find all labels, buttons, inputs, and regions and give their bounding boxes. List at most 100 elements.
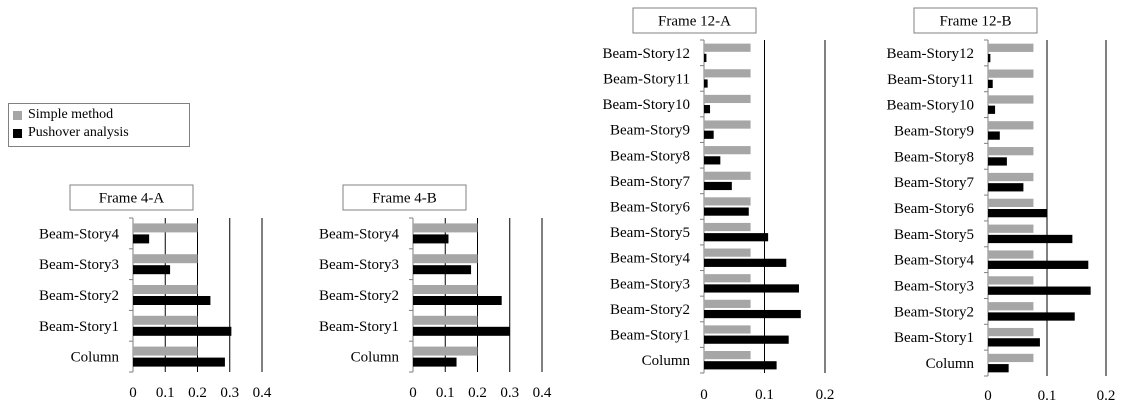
x-tick-label: 0.3	[220, 385, 239, 401]
bar-simple-method-beam-story9	[988, 121, 1034, 130]
x-tick-label: 0.1	[755, 387, 774, 403]
bar-simple-method-beam-story2	[413, 285, 478, 294]
bar-pushover-analysis-beam-story3	[133, 265, 171, 275]
bar-pushover-analysis-beam-story2	[413, 296, 502, 305]
category-label: Beam-Story6	[894, 201, 974, 217]
category-label: Beam-Story2	[319, 288, 399, 304]
bar-simple-method-beam-story5	[988, 224, 1034, 233]
bar-simple-method-beam-story12	[988, 43, 1034, 52]
chart-title-box	[69, 184, 194, 211]
x-tick-label: 0.2	[1097, 388, 1116, 404]
bar-simple-method-beam-story6	[988, 198, 1034, 207]
category-label: Beam-Story7	[894, 175, 974, 191]
legend-entry-pushover-analysis: Pushover analysis	[13, 125, 129, 141]
bar-pushover-analysis-beam-story11	[704, 79, 708, 88]
bar-simple-method-beam-story2	[988, 302, 1034, 311]
bar-pushover-analysis-beam-story9	[988, 131, 1000, 140]
bar-simple-method-beam-story4	[413, 223, 478, 233]
bar-simple-method-beam-story3	[133, 254, 198, 264]
bar-pushover-analysis-beam-story2	[704, 309, 801, 319]
chart-title-box	[913, 7, 1038, 34]
bar-pushover-analysis-beam-story1	[704, 335, 789, 344]
bar-pushover-analysis-beam-story8	[988, 157, 1007, 166]
bar-simple-method-beam-story1	[133, 315, 198, 325]
x-tick-label: 0	[984, 388, 992, 404]
x-tick-label: 0.3	[500, 385, 519, 401]
bar-simple-method-column	[704, 350, 751, 360]
bar-simple-method-beam-story7	[704, 171, 751, 180]
legend-swatch-pushover-analysis	[13, 128, 22, 138]
category-label: Column	[926, 356, 975, 372]
bar-simple-method-beam-story8	[988, 147, 1034, 156]
bar-pushover-analysis-beam-story10	[704, 105, 711, 114]
bar-pushover-analysis-beam-story1	[133, 326, 232, 336]
bar-simple-method-beam-story3	[704, 274, 751, 283]
bar-simple-method-beam-story2	[133, 285, 198, 294]
bar-pushover-analysis-column	[413, 357, 457, 367]
bar-pushover-analysis-beam-story4	[413, 234, 449, 244]
bar-simple-method-beam-story4	[704, 248, 751, 257]
bar-pushover-analysis-column	[133, 357, 225, 367]
category-label: Beam-Story4	[319, 226, 399, 242]
category-label: Column	[71, 350, 120, 366]
category-label: Beam-Story5	[610, 225, 690, 241]
chart-legend: Simple method Pushover analysis	[8, 103, 190, 147]
bar-pushover-analysis-beam-story3	[413, 265, 472, 275]
bar-simple-method-beam-story12	[704, 43, 751, 52]
x-tick-label: 0.4	[533, 385, 552, 401]
category-label: Beam-Story9	[610, 123, 690, 139]
bar-simple-method-beam-story3	[413, 254, 478, 264]
bar-pushover-analysis-beam-story1	[413, 326, 510, 336]
chart-title: Frame 4-A	[99, 191, 165, 207]
bar-simple-method-beam-story8	[704, 146, 751, 155]
category-label: Beam-Story1	[319, 319, 399, 335]
x-tick-label: 0.2	[468, 385, 487, 401]
category-label: Beam-Story3	[894, 279, 974, 295]
x-tick-label: 0.2	[188, 385, 207, 401]
category-label: Beam-Story12	[887, 46, 975, 62]
category-label: Beam-Story3	[319, 257, 399, 273]
bar-pushover-analysis-beam-story6	[988, 209, 1047, 218]
category-label: Beam-Story2	[610, 302, 690, 318]
bar-simple-method-column	[988, 353, 1034, 363]
chart-panel-frame-12-a: Beam-Story12Beam-Story11Beam-Story10Beam…	[603, 7, 835, 403]
bar-simple-method-beam-story9	[704, 120, 751, 129]
bar-simple-method-beam-story10	[704, 94, 751, 104]
category-label: Beam-Story2	[39, 288, 119, 304]
chart-title-box	[342, 184, 467, 211]
bar-pushover-analysis-beam-story8	[704, 156, 721, 165]
category-label: Beam-Story10	[887, 98, 975, 114]
category-label: Beam-Story3	[39, 257, 119, 273]
category-label: Beam-Story8	[610, 148, 690, 164]
bar-simple-method-beam-story10	[988, 95, 1034, 104]
chart-title: Frame 12-A	[658, 14, 731, 30]
x-tick-label: 0.2	[816, 387, 835, 403]
bar-pushover-analysis-beam-story4	[988, 260, 1089, 269]
chart-panel-frame-4-a: Beam-Story4 Beam-Story3 Beam-Story2 Beam-St…	[39, 184, 272, 401]
chart-title-box	[632, 7, 757, 34]
category-label: Beam-Story12	[603, 46, 691, 62]
bar-simple-method-beam-story2	[704, 299, 751, 308]
category-label: Beam-Story1	[610, 328, 690, 344]
category-label: Beam-Story9	[894, 123, 974, 139]
bar-pushover-analysis-column	[704, 361, 777, 370]
bar-pushover-analysis-beam-story4	[704, 258, 787, 267]
category-label: Column	[642, 353, 691, 369]
chart-title: Frame 4-B	[372, 191, 437, 207]
category-label: Beam-Story5	[894, 227, 974, 243]
x-tick-label: 0.4	[253, 385, 272, 401]
chart-panel-frame-12-b: Beam-Story12Beam-Story11Beam-Story10Beam…	[887, 7, 1116, 404]
bar-pushover-analysis-beam-story2	[133, 296, 211, 305]
bar-pushover-analysis-beam-story5	[988, 234, 1073, 244]
bar-pushover-analysis-beam-story4	[133, 234, 150, 244]
x-tick-label: 0	[700, 387, 708, 403]
bar-simple-method-beam-story5	[704, 222, 751, 232]
bar-pushover-analysis-beam-story12	[988, 53, 991, 63]
bar-simple-method-beam-story3	[988, 276, 1034, 285]
bar-simple-method-beam-story11	[704, 69, 751, 78]
bar-simple-method-beam-story4	[988, 250, 1034, 259]
bar-pushover-analysis-beam-story7	[988, 183, 1024, 192]
category-label: Beam-Story10	[603, 97, 691, 113]
bar-pushover-analysis-beam-story10	[988, 105, 996, 114]
legend-entry-simple-method: Simple method	[13, 107, 113, 123]
